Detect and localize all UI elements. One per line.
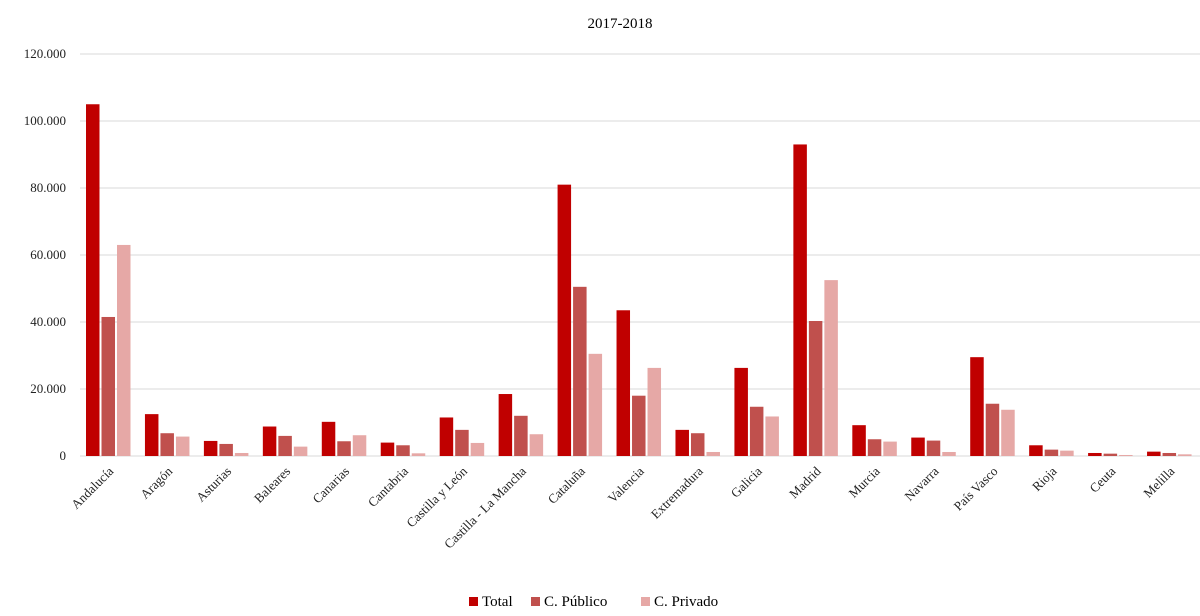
bar-c-privado-16 [1060,450,1074,456]
bar-total-7 [498,394,513,456]
bar-c-privado-15 [1001,409,1015,456]
bar-total-4 [321,421,336,456]
bar-c-privado-4 [352,435,367,456]
x-tick-label: Galicia [728,463,765,500]
bar-c-privado-11 [765,416,779,456]
x-tick-label: Rioja [1029,463,1060,494]
x-tick-label: Navarra [901,463,941,503]
x-tick-label: Cataluña [545,463,588,506]
bar-total-15 [970,357,984,456]
x-tick-label: Baleares [251,464,293,506]
bar-c-p-blico-15 [985,403,1000,456]
x-tick-label: Asturias [193,464,234,505]
bar-total-10 [675,429,689,456]
bar-c-privado-1 [175,436,190,456]
x-tick-label: Melilla [1140,463,1177,500]
bar-c-p-blico-14 [926,440,941,456]
bar-c-privado-10 [706,451,720,456]
legend-swatch [531,597,540,606]
bar-c-privado-14 [942,451,956,456]
x-tick-label: Aragón [137,463,176,502]
bar-c-p-blico-16 [1044,449,1059,456]
bars [86,104,1192,456]
bar-total-0 [86,104,100,456]
bar-c-privado-0 [117,244,131,456]
x-tick-label: Murcia [846,463,883,500]
grid [80,53,1200,457]
legend: Total C. Público C. Privado [469,594,718,610]
bar-total-1 [144,414,159,456]
bar-total-11 [734,367,748,456]
bar-c-p-blico-2 [219,443,233,456]
chart-title: 2017-2018 [588,16,653,32]
legend-swatch [469,597,478,606]
bar-c-p-blico-10 [690,433,705,456]
x-tick-label: Extremadura [648,463,706,521]
bar-total-13 [852,425,866,456]
y-tick-label: 100.000 [24,113,66,128]
bar-c-privado-13 [883,441,897,456]
x-tick-label: Ceuta [1086,463,1118,495]
legend-swatch [641,597,650,606]
bar-total-6 [439,417,454,456]
bar-c-privado-18 [1178,454,1192,456]
bar-total-16 [1029,445,1043,456]
bar-c-p-blico-11 [749,406,764,456]
bar-c-p-blico-7 [514,415,528,456]
bar-c-privado-6 [470,442,485,456]
y-tick-label: 80.000 [30,180,66,195]
bar-c-p-blico-17 [1103,453,1118,456]
legend-label: C. Público [544,594,607,610]
y-tick-label: 40.000 [30,314,66,329]
bar-c-privado-12 [824,280,838,456]
bar-c-privado-8 [588,353,603,456]
bar-total-18 [1147,451,1161,456]
y-tick-label: 0 [60,448,67,463]
x-tick-label: Andalucía [68,463,117,512]
x-tick-label: Madrid [786,463,824,501]
bar-c-p-blico-3 [278,435,292,456]
bar-c-privado-7 [529,434,544,456]
bar-total-14 [911,437,925,456]
y-tick-label: 120.000 [24,46,66,61]
x-tick-label: Canarias [309,464,352,507]
bar-c-privado-5 [411,453,426,456]
bar-c-p-blico-5 [396,445,410,456]
legend-label: Total [482,594,513,610]
x-tick-label: País Vasco [951,464,1001,514]
bar-c-privado-3 [293,446,308,456]
bar-total-8 [557,184,572,456]
bar-c-p-blico-0 [101,316,115,456]
bar-total-2 [203,440,218,456]
bar-c-p-blico-9 [632,395,646,456]
y-axis: 0 20.000 40.000 60.000 80.000 100.000 120.000 [24,46,66,463]
bar-total-17 [1088,452,1102,456]
bar-c-p-blico-1 [160,433,174,456]
bar-c-privado-9 [647,367,662,456]
legend-label: C. Privado [654,594,718,610]
x-tick-label: Valencia [605,463,647,505]
bar-total-3 [262,426,277,456]
bar-c-p-blico-4 [337,441,351,456]
bar-c-p-blico-6 [455,429,469,456]
y-tick-label: 60.000 [30,247,66,262]
x-axis: Andalucía Aragón Asturias Baleares Canarias C… [68,463,1178,551]
bar-total-9 [616,310,631,456]
bar-c-p-blico-18 [1162,452,1177,456]
bar-total-5 [380,442,395,456]
bar-c-privado-17 [1119,454,1133,456]
bar-c-p-blico-13 [867,439,882,456]
bar-c-p-blico-8 [573,286,587,456]
x-tick-label: Cantabria [365,463,412,510]
y-tick-label: 20.000 [30,381,66,396]
bar-c-privado-2 [234,452,249,456]
bar-c-p-blico-12 [808,320,823,456]
bar-total-12 [793,144,807,456]
